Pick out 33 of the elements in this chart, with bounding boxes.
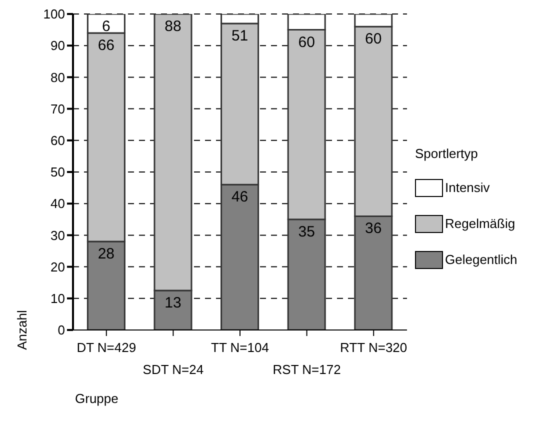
data-label: 60 [298, 34, 315, 51]
text: Intensiv [445, 180, 490, 195]
data-label: 66 [98, 36, 115, 54]
y-tick-label: 40 [50, 196, 65, 212]
x-tick-label: SDT N=24 [142, 362, 204, 377]
y-axis-title: Anzahl [14, 310, 30, 350]
y-tick-label: 10 [50, 291, 65, 306]
legend-label: Gelegentlich [445, 252, 518, 267]
x-tick-label: RST N=172 [272, 362, 341, 377]
y-tick-label: 80 [50, 70, 65, 85]
data-label: 46 [231, 188, 248, 206]
x-tick-label: DT N=429 [76, 340, 136, 355]
data-label: 28 [98, 246, 115, 263]
x-tick-label: TT N=104 [211, 340, 269, 355]
data-label: 35 [298, 223, 315, 240]
legend-label: Regelmäßig [445, 216, 516, 231]
y-tick-label: 30 [50, 228, 65, 243]
y-tick-label: 0 [58, 322, 65, 338]
data-label: 88 [164, 18, 182, 35]
data-label: 51 [231, 27, 248, 44]
legend-title: Sportlertyp [415, 146, 479, 160]
data-label: 36 [365, 220, 382, 238]
data-label: 60 [365, 30, 382, 48]
y-tick-label: 100 [43, 6, 65, 22]
y-tick-label: 60 [50, 133, 65, 148]
data-label: 13 [164, 294, 182, 312]
y-tick-label: 50 [50, 164, 65, 180]
y-tick-label: 20 [50, 259, 65, 274]
x-tick-label: RTT N=320 [340, 340, 408, 355]
data-label: 6 [102, 18, 110, 35]
y-tick-label: 70 [50, 101, 65, 116]
y-tick-label: 90 [50, 38, 65, 54]
x-axis-title: Gruppe [75, 391, 118, 406]
